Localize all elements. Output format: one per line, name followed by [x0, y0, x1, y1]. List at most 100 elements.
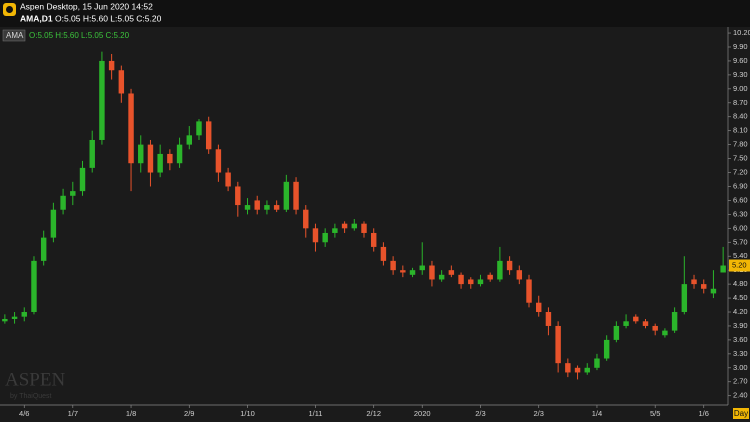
- x-tick-label: 1/8: [126, 409, 136, 418]
- candle-body: [99, 60, 105, 140]
- y-tick-label: 9.30: [733, 70, 748, 79]
- candle-body: [681, 284, 688, 313]
- candle-body: [642, 321, 649, 326]
- candle-body: [303, 209, 309, 229]
- candle-body: [361, 223, 367, 233]
- candle-body: [138, 144, 144, 164]
- header-ohlc: O:5.05 H:5.60 L:5.05 C:5.20: [55, 13, 162, 23]
- candle-body: [438, 274, 445, 280]
- y-tick-label: 3.60: [733, 335, 748, 344]
- candle-body: [50, 209, 57, 238]
- candle-body: [506, 260, 513, 271]
- y-tick-label: 7.50: [733, 154, 748, 163]
- window-title: Aspen Desktop, 15 Jun 2020 14:52: [20, 1, 153, 11]
- candle-body: [594, 358, 600, 368]
- y-tick-label: 7.80: [733, 140, 748, 149]
- candle-body: [390, 260, 396, 271]
- indicator-label: AMA: [6, 31, 24, 40]
- y-tick-label: 6.30: [733, 209, 748, 218]
- x-tick-label: 2/9: [184, 409, 194, 418]
- candle-body: [468, 279, 474, 285]
- candle-body: [70, 191, 76, 196]
- y-tick-label: 9.60: [733, 56, 748, 65]
- price-tag-label: 5.20: [732, 261, 747, 270]
- watermark-sub: by ThaiQuest: [10, 393, 52, 400]
- candle-body: [167, 153, 173, 164]
- candle-body: [458, 274, 464, 285]
- x-tick-label: 1/6: [699, 409, 709, 418]
- watermark: ASPEN: [5, 369, 65, 390]
- period-box: [733, 408, 749, 419]
- candle-body: [118, 70, 125, 94]
- candle-body: [623, 321, 629, 326]
- candle-body: [205, 121, 212, 150]
- candle-body: [448, 270, 455, 275]
- candle-body: [79, 167, 86, 192]
- y-tick-label: 10.20: [733, 28, 750, 37]
- candle-body: [254, 200, 260, 210]
- y-tick-label: 6.60: [733, 195, 748, 204]
- y-tick-label: 3.00: [733, 363, 748, 372]
- candle-body: [11, 316, 18, 319]
- x-tick-label: 1/4: [592, 409, 602, 418]
- y-tick-label: 5.70: [733, 237, 748, 246]
- y-tick-label: 5.40: [733, 251, 748, 260]
- candle-body: [720, 265, 726, 273]
- candle-body: [108, 60, 115, 71]
- candle-body: [89, 139, 95, 168]
- candle-body: [536, 302, 542, 313]
- candle-body: [419, 265, 425, 271]
- candle-body: [215, 149, 222, 173]
- candle-body: [322, 232, 328, 243]
- x-tick-label: 2020: [414, 409, 431, 418]
- candle-body: [380, 246, 387, 261]
- candle-body: [21, 312, 27, 317]
- candle-body: [671, 312, 678, 331]
- candle-body: [662, 330, 668, 336]
- candle-body: [516, 270, 523, 280]
- candle-body: [60, 195, 66, 210]
- candle-body: [633, 316, 639, 322]
- y-tick-label: 2.70: [733, 377, 748, 386]
- x-tick-label: 2/12: [366, 409, 381, 418]
- candle-body: [370, 232, 377, 247]
- y-tick-label: 3.90: [733, 321, 748, 330]
- price-tag: [729, 259, 750, 272]
- candle-body: [176, 144, 183, 164]
- candle-body: [526, 279, 532, 303]
- y-tick-label: 4.20: [733, 307, 748, 316]
- y-tick-label: 9.00: [733, 84, 748, 93]
- candle-body: [244, 205, 251, 210]
- y-tick-label: 4.50: [733, 293, 748, 302]
- candle-body: [691, 279, 697, 285]
- candle-body: [31, 260, 37, 313]
- y-tick-label: 8.10: [733, 126, 748, 135]
- candle-body: [565, 363, 571, 373]
- candle-body: [196, 121, 202, 136]
- y-tick-label: 6.90: [733, 181, 748, 190]
- app-icon-glyph: [6, 6, 13, 13]
- symbol: AMA,D1: [20, 13, 53, 23]
- candle-body: [264, 205, 270, 210]
- y-tick-label: 9.90: [733, 42, 748, 51]
- candle-body: [555, 325, 561, 364]
- candle-body: [574, 367, 581, 373]
- candle-body: [225, 172, 231, 187]
- x-tick-label: 1/11: [308, 409, 322, 418]
- header-bar: [0, 0, 750, 27]
- candle-body: [603, 339, 610, 359]
- x-tick-label: 2/3: [534, 409, 544, 418]
- candle-body: [186, 135, 192, 145]
- y-tick-label: 8.70: [733, 98, 748, 107]
- candle-body: [497, 260, 503, 280]
- candle-body: [283, 181, 290, 210]
- candle-body: [147, 144, 154, 173]
- candle-body: [273, 205, 280, 210]
- x-tick-label: 1/10: [240, 409, 255, 418]
- candle-body: [157, 153, 163, 173]
- candle-body: [545, 312, 552, 326]
- candle-body: [429, 265, 435, 280]
- candle-body: [701, 284, 707, 289]
- candle-body: [332, 228, 338, 233]
